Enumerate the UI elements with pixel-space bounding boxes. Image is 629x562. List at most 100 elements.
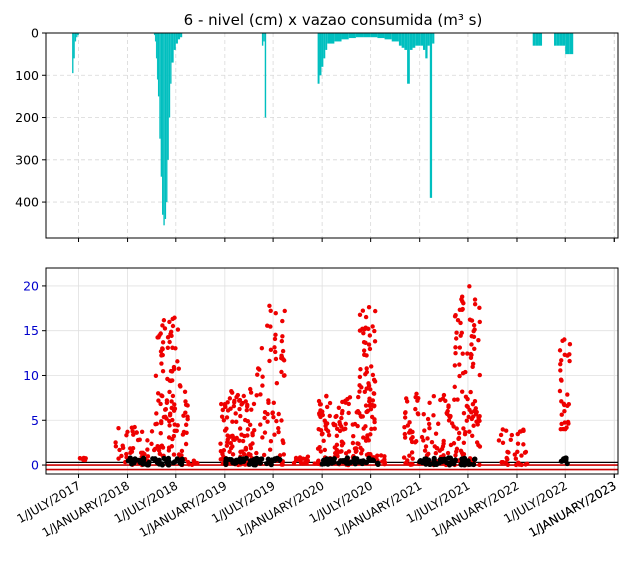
red-data-point [169,399,174,404]
red-data-point [167,319,172,325]
red-data-point [477,372,482,378]
black-data-point [125,458,131,464]
red-data-point [451,441,457,446]
red-data-point [267,447,273,452]
red-data-point [504,455,509,461]
red-data-point [462,432,468,437]
red-data-point [567,358,572,364]
red-data-point [454,336,459,341]
red-data-point [158,431,163,436]
level-bar [562,33,566,46]
red-data-point [363,372,368,377]
black-data-point [375,461,381,467]
red-data-point [363,438,369,443]
red-data-point [272,432,277,437]
red-data-point [175,327,181,332]
top-chart-axes: 0 100 200 300 400 [15,26,619,242]
red-data-point [453,351,458,356]
red-data-point [414,391,419,396]
red-data-point [171,408,177,413]
red-data-point [274,418,279,424]
red-data-point [244,408,249,413]
red-data-point [113,440,118,445]
level-bar [401,33,405,48]
red-data-point [167,423,172,428]
level-bar [264,33,267,118]
top-y-tick-label: 400 [15,195,39,210]
level-bar [412,33,416,48]
red-data-point [475,422,480,427]
red-data-point [378,453,384,458]
red-data-point [500,440,506,445]
black-data-point [440,457,446,464]
red-data-point [271,400,276,406]
bottom-chart-frame [45,267,619,475]
red-data-point [452,384,457,390]
red-data-point [171,367,177,372]
red-data-point [406,430,412,435]
level-bar [327,33,335,44]
red-data-point [345,396,350,402]
red-data-point [506,450,511,455]
red-data-point [316,461,321,466]
level-bar [160,33,163,177]
red-data-point [469,342,474,347]
red-data-point [185,403,190,408]
red-data-point [240,400,245,406]
red-data-point [163,407,169,412]
red-data-point [361,330,366,336]
red-data-point [274,380,280,386]
level-bar [155,33,157,59]
red-data-point [521,442,526,447]
red-data-point [516,460,521,466]
level-bar [418,33,421,46]
red-data-point [367,333,373,338]
red-data-point [218,401,224,407]
level-bar [171,33,174,63]
red-data-point [467,284,472,289]
red-data-point [460,351,465,356]
black-data-point [446,455,452,461]
level-bar [391,33,399,42]
red-data-point [317,412,322,417]
red-data-point [373,308,378,314]
red-data-point [441,392,447,398]
red-data-point [237,438,242,443]
red-data-point [368,432,373,437]
red-data-point [404,396,409,401]
red-data-point [280,318,285,324]
red-data-point [559,421,564,427]
red-data-point [422,448,428,453]
red-data-point [458,320,463,326]
top-chart-frame [45,32,619,239]
red-data-point [131,432,136,437]
red-data-point [339,443,345,448]
red-data-point [454,426,459,431]
black-data-point [230,460,236,466]
level-bar [163,33,165,226]
red-data-point [503,428,509,433]
red-data-point [366,342,372,347]
red-data-point [443,398,448,403]
red-data-point [243,417,248,423]
red-data-point [175,359,180,364]
red-data-point [267,358,272,364]
red-data-point [472,346,477,352]
red-data-point [237,406,242,412]
black-data-point [431,459,438,465]
red-data-point [251,401,257,407]
red-data-point [279,369,284,375]
red-data-point [233,411,238,416]
red-data-point [429,440,435,445]
red-data-point [472,302,478,307]
red-data-point [159,419,164,424]
black-data-point [172,459,178,465]
red-data-point [362,352,367,357]
red-data-point [160,340,166,345]
red-data-point [371,404,377,409]
red-data-point [260,383,265,388]
red-data-point [357,312,363,317]
red-data-point [334,442,340,448]
red-data-point [176,366,181,371]
red-data-point [227,449,232,454]
